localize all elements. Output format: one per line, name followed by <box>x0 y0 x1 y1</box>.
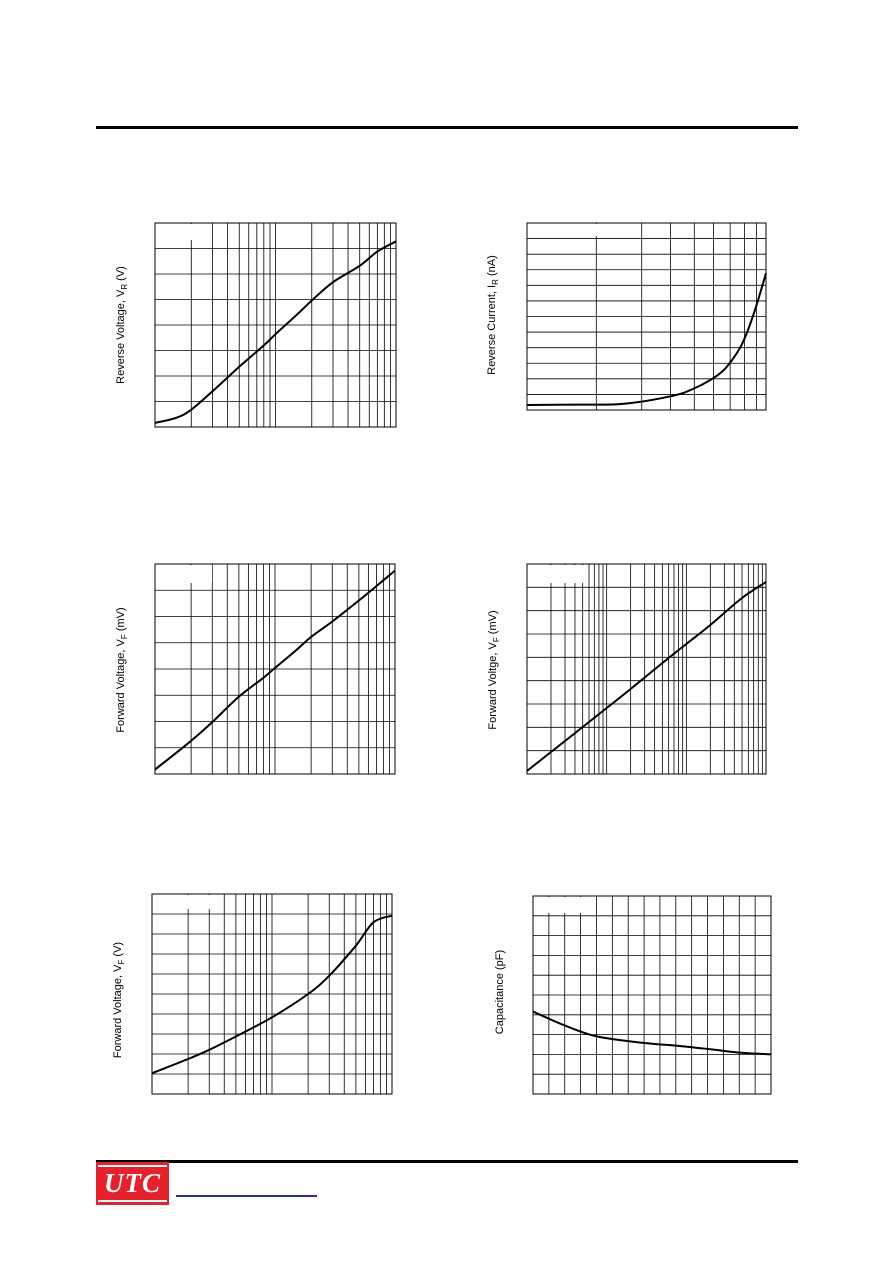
chart-3-legend-box <box>156 565 212 583</box>
chart-forward-voltage-v-plot <box>151 893 393 1095</box>
chart-reverse-current-plot <box>526 222 767 411</box>
chart-reverse-voltage <box>154 222 397 428</box>
footer-rule <box>96 1160 798 1163</box>
chart-2-series-line <box>526 273 767 406</box>
ylabel-reverse-current: Reverse Current, IR (nA) <box>485 255 501 375</box>
chart-4-legend-box <box>528 565 586 583</box>
chart-3-frame <box>154 563 396 775</box>
ylabel-reverse-voltage: Reverse Voltage, VR (V) <box>114 266 130 384</box>
chart-6-frame <box>532 895 772 1095</box>
chart-1-series-line <box>154 240 397 424</box>
chart-forward-voltage-mv-2-plot <box>526 563 767 775</box>
chart-capacitance-plot <box>532 895 772 1095</box>
chart-forward-voltage-mv-1 <box>154 563 396 775</box>
chart-forward-voltage-mv-1-plot <box>154 563 396 775</box>
chart-3-series-line <box>154 569 396 771</box>
chart-4-series-line <box>526 581 767 772</box>
footer-link[interactable] <box>176 1195 317 1197</box>
chart-reverse-current <box>526 222 767 411</box>
utc-logo-frame: UTC <box>98 1165 167 1202</box>
chart-1-frame <box>154 222 397 428</box>
chart-1-legend-box <box>156 224 212 240</box>
chart-5-frame <box>151 893 393 1095</box>
utc-logo: UTC <box>96 1162 169 1205</box>
chart-forward-voltage-v <box>151 893 393 1095</box>
utc-logo-text: UTC <box>104 1168 161 1198</box>
chart-capacitance <box>532 895 772 1095</box>
chart-4-frame <box>526 563 767 775</box>
chart-reverse-voltage-plot <box>154 222 397 428</box>
chart-forward-voltage-mv-2 <box>526 563 767 775</box>
chart-2-legend-box <box>528 224 600 236</box>
chart-5-series-line <box>151 914 393 1075</box>
ylabel-forward-voltage-v: Forward Voltage, VF (V) <box>111 941 127 1059</box>
chart-5-legend-box <box>153 895 211 909</box>
chart-6-series-line <box>532 1010 772 1056</box>
header-rule <box>96 126 798 129</box>
ylabel-capacitance: Capacitance (pF) <box>494 949 506 1035</box>
chart-6-legend-box <box>534 897 594 913</box>
ylabel-forward-voltage-mv-2: Forward Voltge, VF (mV) <box>486 610 502 730</box>
ylabel-forward-voltage-mv-1: Forward Voltage, VF (mV) <box>114 607 130 733</box>
chart-2-frame <box>526 222 767 411</box>
